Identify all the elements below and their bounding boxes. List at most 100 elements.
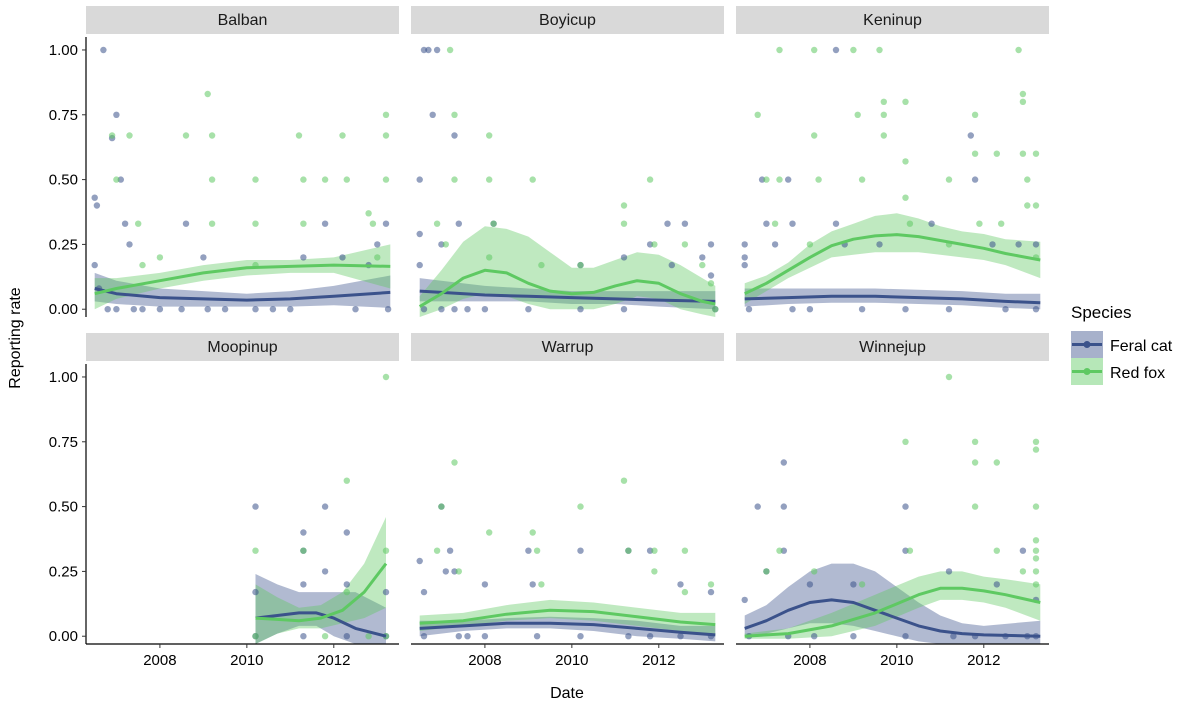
data-point-winnejup-feral-cat [811, 633, 818, 640]
data-point-keninup-feral-cat [902, 306, 909, 313]
data-point-moopinup-red-fox [382, 373, 390, 381]
data-point-keninup-feral-cat [745, 306, 753, 313]
data-point-warrup-feral-cat [481, 633, 489, 640]
data-point-boyicup-feral-cat [438, 306, 445, 313]
data-point-boyicup-red-fox [529, 176, 536, 183]
smooth-line-keninup-feral-cat [744, 294, 1041, 305]
data-point-warrup-red-fox [651, 568, 658, 575]
legend-label-red-fox: Red fox [1110, 365, 1165, 382]
data-point-winnejup-red-fox [902, 438, 909, 445]
data-point-balban-feral-cat [221, 306, 229, 313]
data-point-boyicup-feral-cat [668, 261, 675, 269]
data-point-balban-feral-cat [113, 111, 120, 119]
data-point-keninup-feral-cat [1002, 306, 1009, 313]
confidence-band-moopinup-red-fox [255, 517, 386, 644]
data-point-warrup-feral-cat [646, 633, 654, 640]
data-point-keninup-feral-cat [928, 220, 935, 227]
data-point-winnejup-feral-cat [902, 633, 909, 640]
data-point-boyicup-red-fox [538, 261, 545, 269]
x-tick-label: 2010 [555, 652, 588, 669]
data-point-keninup-feral-cat [806, 306, 814, 313]
data-point-warrup-red-fox [651, 547, 658, 554]
facet-title-moopinup: Moopinup [207, 339, 277, 356]
data-point-keninup-red-fox [811, 132, 818, 139]
data-point-winnejup-red-fox [776, 547, 783, 554]
data-point-keninup-red-fox [763, 176, 770, 183]
data-point-keninup-red-fox [902, 194, 909, 201]
data-point-boyicup-red-fox [451, 111, 458, 119]
data-point-keninup-feral-cat [1015, 241, 1022, 248]
data-point-balban-red-fox [208, 176, 216, 183]
data-point-warrup-red-fox [707, 581, 715, 588]
data-point-balban-feral-cat [126, 241, 133, 248]
data-point-keninup-feral-cat [741, 261, 748, 269]
data-point-keninup-red-fox [1024, 176, 1031, 183]
data-point-warrup-feral-cat [529, 581, 536, 588]
data-point-winnejup-feral-cat [806, 581, 814, 588]
data-point-balban-red-fox [343, 176, 350, 183]
data-point-balban-red-fox [321, 176, 329, 183]
confidence-band-boyicup-red-fox [419, 226, 716, 317]
data-point-warrup-feral-cat [577, 547, 584, 554]
data-point-keninup-red-fox [776, 46, 783, 54]
data-point-balban-red-fox [339, 132, 346, 139]
legend-label-feral-cat: Feral cat [1110, 338, 1173, 355]
confidence-band-keninup-red-fox [744, 213, 1041, 304]
data-point-moopinup-feral-cat [300, 581, 307, 588]
data-point-boyicup-red-fox [620, 220, 628, 227]
data-point-keninup-red-fox [811, 46, 818, 54]
data-point-warrup-feral-cat [577, 633, 584, 640]
data-point-winnejup-feral-cat [780, 503, 787, 510]
data-point-moopinup-feral-cat [343, 529, 350, 536]
data-point-balban-feral-cat [204, 306, 211, 313]
data-point-moopinup-feral-cat [252, 503, 259, 510]
data-point-winnejup-red-fox [1032, 555, 1040, 562]
data-point-warrup-feral-cat [420, 588, 428, 596]
data-point-winnejup-feral-cat [902, 547, 909, 554]
data-point-warrup-red-fox [486, 529, 493, 536]
data-point-balban-feral-cat [104, 306, 111, 313]
data-point-keninup-feral-cat [945, 306, 953, 313]
data-point-balban-feral-cat [130, 306, 137, 313]
data-point-balban-feral-cat [384, 306, 392, 313]
data-point-moopinup-red-fox [252, 633, 259, 640]
data-point-keninup-red-fox [776, 176, 783, 183]
data-point-keninup-red-fox [880, 132, 887, 139]
data-point-moopinup-feral-cat [300, 529, 307, 536]
data-point-boyicup-feral-cat [451, 306, 458, 313]
data-point-moopinup-red-fox [321, 633, 329, 640]
data-point-boyicup-red-fox [681, 241, 689, 248]
data-point-keninup-feral-cat [1032, 306, 1040, 313]
data-point-balban-red-fox [204, 90, 211, 98]
data-point-keninup-red-fox [993, 150, 1000, 157]
data-point-balban-feral-cat [374, 241, 381, 248]
y-tick-label: 0.50 [49, 499, 78, 516]
legend-title: Species [1071, 303, 1131, 322]
smooth-line-balban-red-fox [94, 263, 391, 296]
data-point-boyicup-red-fox [490, 220, 497, 227]
facet-title-warrup: Warrup [542, 339, 594, 356]
facet-title-winnejup: Winnejup [859, 339, 926, 356]
data-point-boyicup-red-fox [442, 241, 449, 248]
data-point-keninup-red-fox [876, 46, 883, 54]
data-point-keninup-red-fox [850, 46, 857, 54]
data-point-moopinup-red-fox [343, 477, 350, 484]
data-point-balban-feral-cat [139, 306, 146, 313]
x-axis-label: Date [550, 685, 584, 702]
data-point-boyicup-red-fox [712, 306, 719, 313]
data-point-keninup-feral-cat [741, 241, 748, 248]
data-point-moopinup-feral-cat [343, 633, 350, 640]
data-point-balban-red-fox [135, 220, 142, 227]
data-point-keninup-red-fox [880, 111, 887, 119]
data-point-balban-red-fox [374, 254, 381, 261]
data-point-balban-red-fox [126, 132, 133, 139]
data-point-winnejup-red-fox [971, 503, 979, 510]
data-point-keninup-red-fox [806, 241, 814, 248]
confidence-band-winnejup-feral-cat [744, 563, 1041, 644]
data-point-winnejup-feral-cat [1019, 547, 1027, 554]
smooth-line-warrup-red-fox [419, 608, 716, 627]
data-point-keninup-feral-cat [971, 176, 979, 183]
data-point-warrup-red-fox [433, 547, 441, 554]
data-point-boyicup-feral-cat [620, 254, 628, 261]
